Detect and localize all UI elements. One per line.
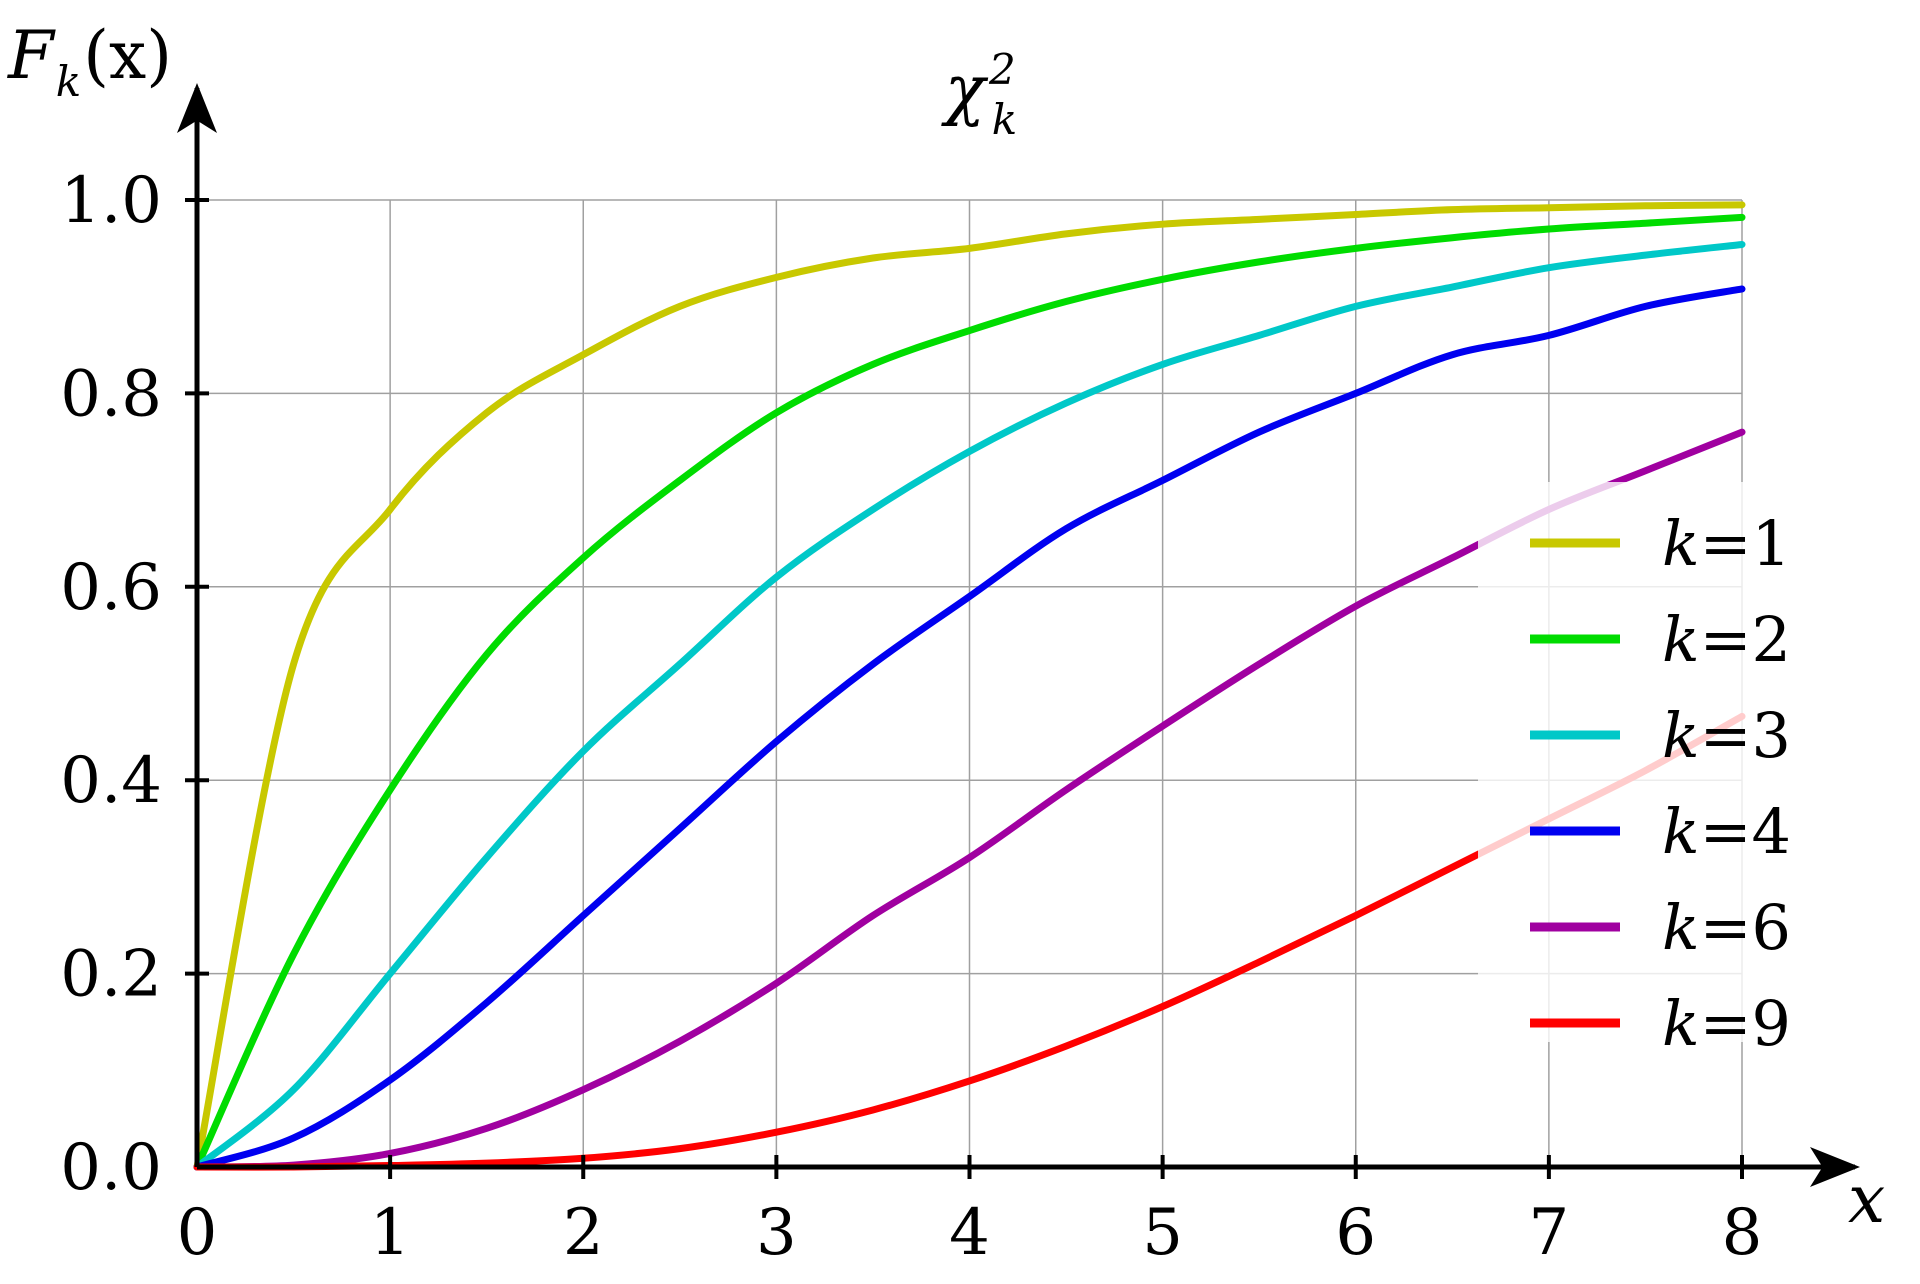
legend-item-k-6: k=6 [1530,891,1791,964]
legend-label-value: 1 [1752,507,1791,580]
legend-label-prefix: k [1662,987,1700,1060]
legend-label-prefix: k [1662,507,1700,580]
legend-label-equals: = [1700,891,1752,964]
x-tick-label: 7 [1529,1196,1570,1270]
legend: k=1k=2k=3k=4k=6k=9 [1478,482,1828,1060]
legend-background [1478,482,1828,1042]
legend-label: k=9 [1662,987,1791,1060]
legend-label-value: 4 [1752,795,1791,868]
legend-label-value: 9 [1752,987,1791,1060]
series-line-k-2 [193,213,1746,1171]
axes-layer [177,83,1860,1187]
legend-item-k-4: k=4 [1530,795,1791,868]
chart-title-sup: 2 [988,45,1016,94]
legend-item-k-2: k=2 [1530,603,1791,676]
legend-label-equals: = [1700,987,1752,1060]
y-tick-label: 0.2 [60,938,162,1012]
y-axis-label-sub: k [56,57,81,106]
legend-label-equals: = [1700,795,1752,868]
legend-label-equals: = [1700,603,1752,676]
ticks-layer: 0 1 2 3 4 5 6 7 8 0.0 0.2 0.4 0.6 0.8 1.0 [60,164,1762,1270]
x-tick-label: 0 [177,1196,218,1270]
legend-label-prefix: k [1662,603,1700,676]
x-tick-label: 3 [756,1196,797,1270]
y-tick-label: 0.6 [60,551,162,625]
x-tick-label: 6 [1335,1196,1376,1270]
x-tick-label: 4 [949,1196,990,1270]
x-tick-label: 8 [1722,1196,1763,1270]
legend-label: k=4 [1662,795,1791,868]
legend-label-value: 2 [1752,603,1791,676]
series-line-k-1 [193,201,1746,1171]
x-tick-label: 1 [370,1196,411,1270]
chart-title-main: χ [941,51,989,128]
x-tick-label: 5 [1142,1196,1183,1270]
x-tick-label: 2 [563,1196,604,1270]
x-axis-label: x [1848,1161,1885,1238]
legend-label-prefix: k [1662,891,1700,964]
y-axis-label-arg: (x) [83,17,172,94]
series-line-k-4 [193,285,1746,1171]
chart-title-sub: k [992,95,1017,144]
y-tick-label: 1.0 [60,164,162,238]
y-tick-label: 0.8 [60,357,162,431]
legend-item-k-3: k=3 [1530,699,1791,772]
y-axis-label: Fk(x) [7,17,172,106]
y-tick-label: 0.0 [60,1131,162,1205]
series-layer [193,201,1746,1171]
legend-label-prefix: k [1662,795,1700,868]
series-line-k-3 [193,240,1746,1171]
legend-label: k=6 [1662,891,1791,964]
legend-label: k=2 [1662,603,1791,676]
legend-label-value: 6 [1752,891,1791,964]
chart-title: χ2 k [941,45,1017,144]
labels-layer: Fk(x) χ2 k x [7,17,1885,1238]
y-axis-label-main: F [7,17,56,94]
legend-label-prefix: k [1662,699,1700,772]
legend-label-equals: = [1700,507,1752,580]
legend-label-value: 3 [1752,699,1791,772]
legend-label: k=3 [1662,699,1791,772]
y-tick-label: 0.4 [60,744,162,818]
legend-item-k-9: k=9 [1530,987,1791,1060]
legend-label-equals: = [1700,699,1752,772]
legend-label: k=1 [1662,507,1791,580]
legend-item-k-1: k=1 [1530,507,1791,580]
